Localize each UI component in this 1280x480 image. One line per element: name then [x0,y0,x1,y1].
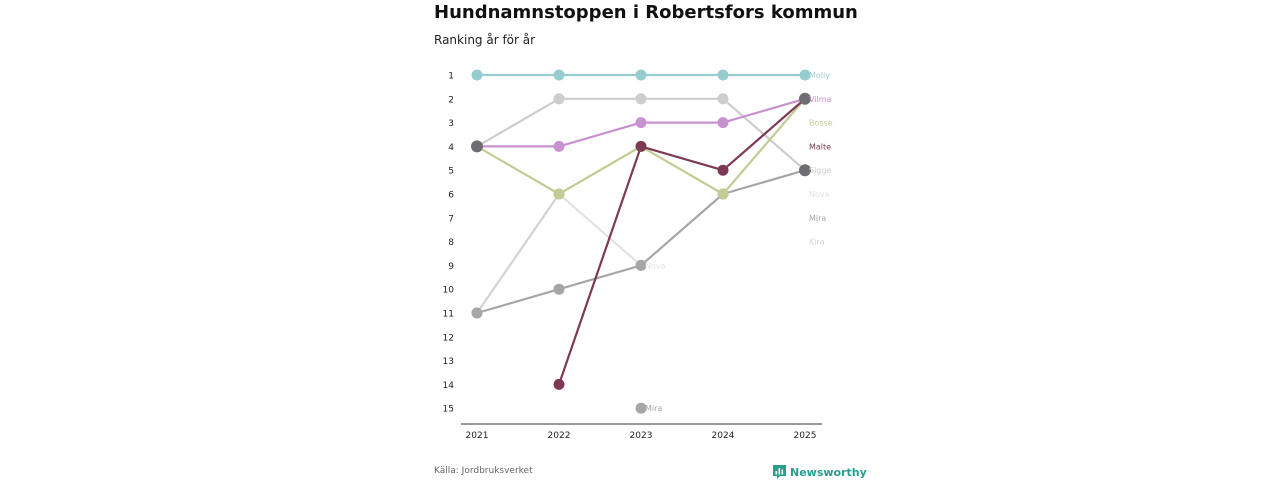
y-tick-label: 5 [448,167,454,177]
data-point-molly [471,69,483,81]
data-point-bosse [553,188,565,200]
y-tick-label: 11 [443,310,454,320]
data-point-mira [635,259,647,271]
x-tick-label: 2024 [712,431,735,441]
series-line-kira [475,192,561,315]
data-point-overlay [799,164,811,177]
y-tick-label: 9 [448,262,454,272]
point-label-mira: Mira [645,404,662,413]
legend-label-nova: Nova [809,190,830,199]
series-line-vilma [557,121,643,148]
data-point-mira [471,307,483,319]
data-point-vilma [553,140,565,152]
series-line-mira [557,264,643,291]
x-tick-label: 2021 [466,431,489,441]
y-tick-label: 10 [443,286,455,296]
y-tick-label: 3 [448,119,454,129]
brand-logo[interactable]: Newsworthy [773,465,867,479]
data-point-overlay [471,140,483,153]
series-line-nova [557,192,643,267]
chart-title: Hundnamnstoppen i Robertsfors kommun [434,2,858,23]
data-point-vilma [717,117,729,129]
y-tick-label: 13 [443,357,454,367]
data-point-overlay [799,92,811,105]
x-tick-label: 2025 [794,431,817,441]
series-line-mira [639,192,725,267]
data-point-molly [635,69,647,81]
data-point-sigge [553,93,565,105]
data-point-mira [553,283,565,295]
y-tick-label: 15 [443,405,454,415]
data-point-malte [553,378,565,390]
data-point-bosse [717,188,729,200]
series-line-malte [721,97,807,172]
y-tick-label: 6 [448,191,454,201]
data-point-malte [717,164,729,176]
legend-label-mira: Mira [809,214,826,223]
newsworthy-logo-icon [773,465,786,479]
series-line-sigge [475,97,561,148]
series-line-vilma [721,97,807,124]
source-note: Källa: Jordbruksverket [434,466,533,476]
series-line-bosse [721,97,807,196]
series-line-malte [639,145,725,172]
series-line-bosse [639,145,725,196]
legend-label-vilma: Vilma [809,95,832,104]
y-tick-label: 8 [448,238,454,248]
data-point-molly [553,69,565,81]
data-point-vilma [635,117,647,129]
series-line-bosse [557,145,643,196]
series-line-bosse [475,145,561,196]
y-tick-label: 1 [448,72,454,82]
data-point-molly [799,69,811,81]
data-point-molly [717,69,729,81]
data-point-sigge [635,93,647,105]
y-tick-label: 14 [443,381,455,391]
data-point-sigge [717,93,729,105]
point-label-nova: Nova [645,261,666,270]
series-line-mira [721,169,807,196]
legend-label-molly: Molly [809,71,830,80]
chart-subtitle: Ranking år för år [434,33,536,47]
y-tick-label: 12 [443,333,454,343]
legend-label-sigge: Sigge [809,166,831,175]
brand-name: Newsworthy [790,465,867,479]
data-point-mira [635,402,647,414]
x-tick-label: 2023 [630,431,653,441]
data-point-malte [635,140,647,152]
y-tick-label: 7 [448,214,454,224]
legend-label-bosse: Bosse [809,119,833,128]
legend-label-malte: Malte [809,142,831,151]
y-tick-label: 4 [448,143,454,153]
y-tick-label: 2 [448,95,454,105]
series-line-malte [557,145,643,386]
legend-label-kira: Kira [809,238,825,247]
x-tick-label: 2022 [548,431,571,441]
series-line-mira [475,288,561,315]
